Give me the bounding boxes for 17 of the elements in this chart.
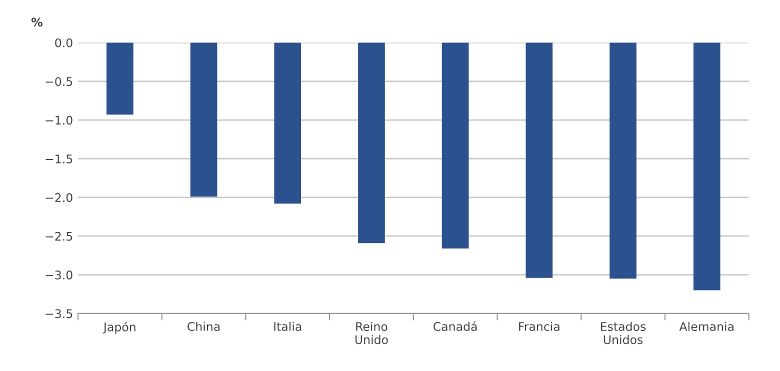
y-axis-title: % — [31, 18, 42, 27]
x-tick-label: Estados Unidos — [601, 322, 646, 344]
x-tick-label: Canadá — [434, 321, 477, 331]
x-tick-label: Reino Unido — [355, 322, 388, 344]
y-tick-label: −0.5 — [46, 77, 72, 86]
y-tick-label: −3.0 — [46, 270, 72, 280]
x-tick-label: Japón — [102, 322, 136, 334]
y-tick-label: −1.5 — [46, 154, 72, 164]
x-tick-label: Francia — [519, 322, 560, 331]
y-tick-label: 0.0 — [55, 38, 72, 48]
y-tick-label: −1.0 — [46, 116, 72, 125]
y-tick-label: −2.0 — [46, 193, 72, 202]
x-tick-label: China — [188, 322, 220, 331]
y-tick-label: −3.5 — [46, 309, 72, 318]
x-tick-label: Alemania — [679, 322, 734, 331]
x-tick-label: Italia — [274, 322, 302, 331]
y-tick-label: −2.5 — [46, 232, 72, 241]
